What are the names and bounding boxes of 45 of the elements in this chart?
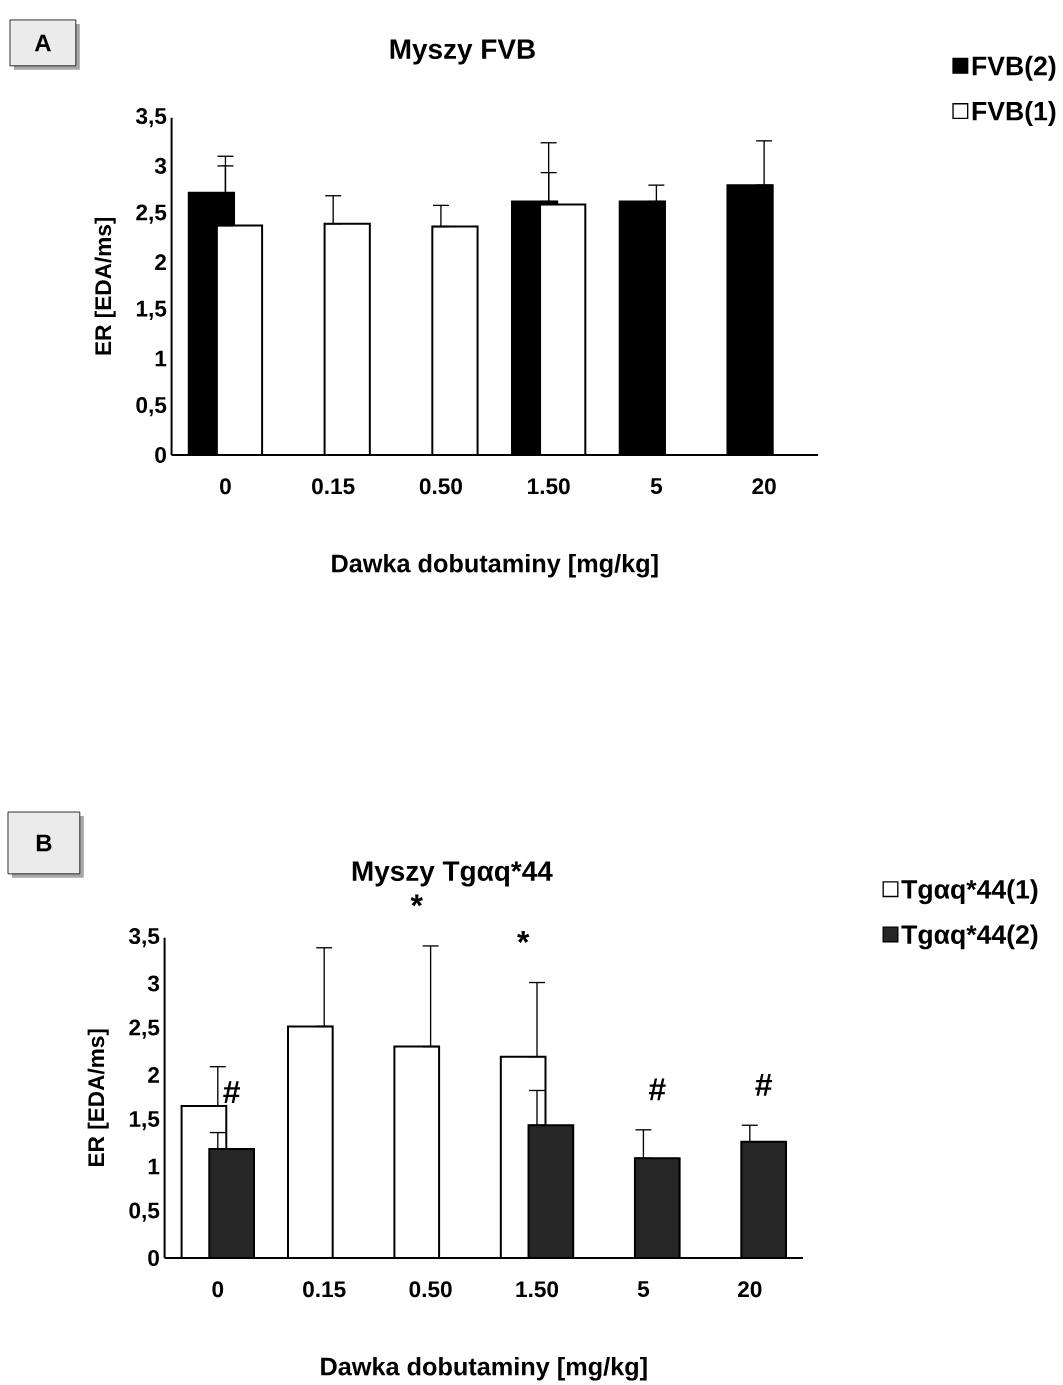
chart-title: Myszy Tgαq*44 bbox=[352, 861, 553, 887]
x-tick-label: 20 bbox=[737, 1281, 762, 1298]
x-tick-label: 0 bbox=[219, 478, 231, 495]
y-tick-label: 1,5 bbox=[136, 300, 167, 320]
legend-label: FVB(2) bbox=[972, 55, 1056, 81]
y-tick-label: 2 bbox=[147, 1067, 159, 1083]
x-tick-label: 1.50 bbox=[516, 1281, 558, 1298]
y-tick-label: 1,5 bbox=[129, 1111, 160, 1131]
legend-label: FVB(1) bbox=[972, 101, 1056, 126]
annotation: * bbox=[410, 894, 423, 907]
annotation: * bbox=[516, 931, 530, 943]
y-tick-label: 3,5 bbox=[135, 108, 167, 128]
y-tick-label: 1 bbox=[148, 1158, 160, 1175]
annotation: # bbox=[755, 1073, 772, 1096]
x-tick-label: 20 bbox=[752, 478, 776, 495]
y-tick-label: 0 bbox=[155, 446, 166, 463]
x-tick-label: 0.50 bbox=[409, 1281, 452, 1298]
y-tick-label: 2,5 bbox=[129, 1019, 160, 1039]
y-axis-title: ER [EDA/ms] bbox=[94, 217, 116, 355]
y-tick-label: 0 bbox=[148, 1249, 159, 1266]
y-tick-label: 3 bbox=[154, 157, 166, 174]
y-tick-label: 2 bbox=[154, 254, 166, 271]
y-tick-label: 3,5 bbox=[128, 928, 160, 948]
annotation: # bbox=[223, 1081, 240, 1104]
y-axis-title: ER [EDA/ms] bbox=[87, 1029, 109, 1167]
x-tick-label: 5 bbox=[637, 1281, 649, 1298]
y-tick-label: 2,5 bbox=[136, 204, 167, 224]
x-axis-title: Dawka dobutaminy [mg/kg] bbox=[321, 1356, 647, 1381]
annotation: # bbox=[648, 1078, 666, 1101]
x-tick-label: 1.50 bbox=[527, 478, 570, 495]
chart-title: Myszy FVB bbox=[390, 39, 535, 65]
y-tick-label: 1 bbox=[155, 350, 167, 367]
text: A bbox=[34, 34, 51, 52]
text: B bbox=[36, 834, 52, 852]
x-tick-label: 0.15 bbox=[311, 478, 355, 495]
legend-label: Tgαq*44(2) bbox=[901, 924, 1038, 950]
y-tick-label: 0,5 bbox=[136, 397, 167, 417]
x-tick-label: 0.15 bbox=[302, 1281, 346, 1298]
x-tick-label: 0 bbox=[212, 1281, 223, 1298]
x-tick-label: 0.50 bbox=[419, 478, 462, 495]
x-tick-label: 5 bbox=[650, 478, 662, 494]
legend-label: Tgαq*44(1) bbox=[901, 879, 1038, 905]
x-axis-title: Dawka dobutaminy [mg/kg] bbox=[332, 553, 658, 578]
y-tick-label: 0,5 bbox=[129, 1202, 160, 1222]
y-tick-label: 3 bbox=[147, 975, 159, 992]
